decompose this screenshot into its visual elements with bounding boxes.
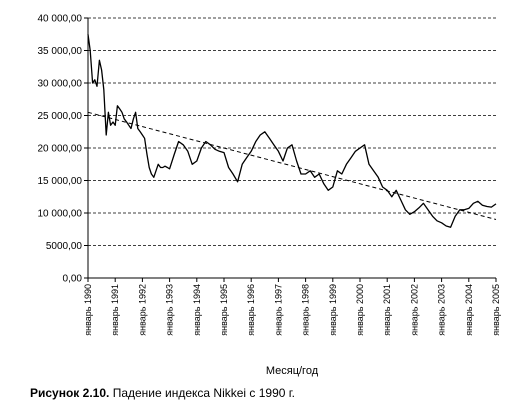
- x-tick-label: январь 2000: [355, 284, 365, 336]
- y-tick-label: 15 000,00: [38, 176, 83, 187]
- x-tick-label: январь 1999: [328, 284, 338, 336]
- x-tick-label: январь 1997: [273, 284, 283, 336]
- y-tick-label: 25 000,00: [38, 111, 83, 122]
- x-tick-label: январь 2003: [437, 284, 447, 336]
- x-tick-label: январь 2002: [409, 284, 419, 336]
- y-tick-label: 20 000,00: [38, 144, 83, 155]
- x-tick-label: январь 1993: [165, 284, 175, 336]
- y-tick-label: 35 000,00: [38, 46, 83, 57]
- caption-label: Рисунок 2.10.: [30, 386, 110, 400]
- index-line: [87, 34, 497, 228]
- y-tick-label: 10 000,00: [38, 209, 83, 220]
- y-tick-label: 40 000,00: [38, 14, 83, 25]
- figure-caption: Рисунок 2.10. Падение индекса Nikkei с 1…: [30, 386, 295, 400]
- x-axis-title: Месяц/год: [266, 365, 319, 377]
- x-tick-label: январь 1996: [246, 284, 256, 336]
- x-tick-label: январь 1998: [301, 284, 311, 336]
- y-tick-label: 5000,00: [46, 241, 83, 252]
- x-tick-label: январь 2005: [491, 284, 501, 336]
- trend-line: [87, 111, 497, 220]
- series: [87, 34, 497, 228]
- x-tick-label: январь 1991: [110, 284, 120, 336]
- x-tick-label: январь 2004: [464, 284, 474, 336]
- x-tick-label: январь 2001: [382, 284, 392, 336]
- y-tick-label: 0,00: [63, 274, 83, 285]
- x-tick-labels: январь 1990 январь 1991 январь 1992 январь …: [83, 278, 501, 336]
- caption-text: Падение индекса Nikkei с 1990 г.: [112, 386, 296, 400]
- x-tick-label: январь 1992: [137, 284, 147, 336]
- y-tick-labels: 0,00 5000,00 10 000,00 15 000,00 20 000,00 25…: [38, 14, 88, 285]
- grid-lines: [88, 17, 496, 246]
- y-tick-label: 30 000,00: [38, 79, 83, 90]
- x-tick-label: январь 1990: [83, 284, 93, 336]
- x-tick-label: январь 1995: [219, 284, 229, 336]
- x-tick-label: январь 1994: [192, 284, 202, 336]
